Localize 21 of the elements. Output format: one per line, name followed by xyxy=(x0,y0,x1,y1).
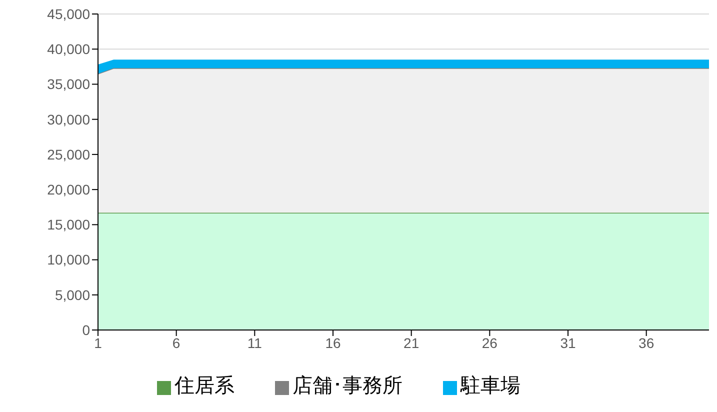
y-tick-label: 45,000 xyxy=(47,6,90,22)
x-tick-label: 6 xyxy=(172,334,180,351)
y-tick-label: 0 xyxy=(82,322,90,338)
y-tick-label: 10,000 xyxy=(47,252,90,268)
legend-label: 店舗･事務所 xyxy=(292,375,402,397)
x-tick-label: 36 xyxy=(638,334,654,351)
legend-label: 駐車場 xyxy=(460,375,520,397)
y-tick-label: 40,000 xyxy=(47,41,90,58)
x-tick-label: 16 xyxy=(325,334,341,351)
y-tick-label: 15,000 xyxy=(47,216,90,233)
x-tick-label: 1 xyxy=(94,334,102,351)
x-tick-label: 11 xyxy=(247,334,262,351)
y-tick-label: 5,000 xyxy=(54,286,90,303)
x-tick-label: 21 xyxy=(404,334,420,351)
y-tick-label: 30,000 xyxy=(47,111,90,128)
y-tick-label: 35,000 xyxy=(47,76,90,92)
x-tick-label: 31 xyxy=(560,334,576,351)
legend-label: 住居系 xyxy=(174,375,234,397)
y-tick-label: 20,000 xyxy=(47,182,90,198)
x-tick-label: 26 xyxy=(482,334,498,351)
y-tick-label: 25,000 xyxy=(47,146,90,162)
